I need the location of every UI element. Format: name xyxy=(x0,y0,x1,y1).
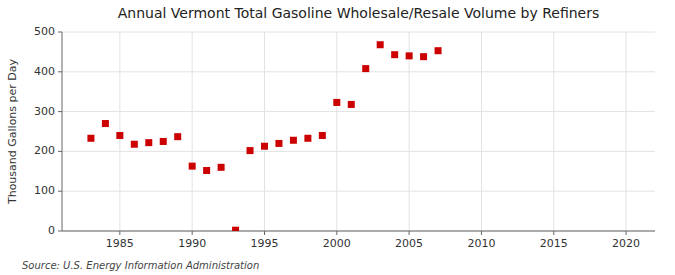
tick-x xyxy=(481,231,482,235)
tick-x xyxy=(336,231,337,235)
point xyxy=(131,141,138,148)
tick-x xyxy=(264,231,265,235)
axes: 0 100 200 300 400 500 1985 1990 1995 2000 2005 2010… xyxy=(34,25,655,250)
point xyxy=(232,227,239,231)
point xyxy=(391,51,398,58)
grid-line-y xyxy=(62,71,655,72)
grid xyxy=(62,32,655,231)
tick-y xyxy=(58,71,62,72)
chart-svg: 0 100 200 300 400 500 1985 1990 1995 2000 2005 2010… xyxy=(0,0,675,275)
tick-x xyxy=(626,231,627,235)
tick-label-x: 2000 xyxy=(323,237,351,250)
grid-line-y xyxy=(62,191,655,192)
grid-line-x xyxy=(626,32,627,231)
y-axis-line xyxy=(62,32,63,231)
point xyxy=(145,139,152,146)
point xyxy=(420,53,427,60)
point xyxy=(247,147,254,154)
point xyxy=(203,167,210,174)
tick-label-x: 2005 xyxy=(395,237,423,250)
tick-label-x: 1985 xyxy=(106,237,134,250)
tick-label-y: 300 xyxy=(34,105,55,118)
tick-x xyxy=(192,231,193,235)
grid-line-x xyxy=(481,32,482,231)
point xyxy=(87,135,94,142)
tick-x xyxy=(409,231,410,235)
tick-label-x: 1990 xyxy=(178,237,206,250)
grid-line-x xyxy=(119,32,120,231)
point xyxy=(275,140,282,147)
tick-y xyxy=(58,151,62,152)
points xyxy=(87,41,441,231)
source-note: Source: U.S. Energy Information Administ… xyxy=(22,260,259,271)
grid-line-x xyxy=(336,32,337,231)
point xyxy=(290,137,297,144)
tick-y xyxy=(58,231,62,232)
point xyxy=(362,65,369,72)
title: Annual Vermont Total Gasoline Wholesale/… xyxy=(118,5,600,21)
point xyxy=(319,132,326,139)
tick-label-y: 400 xyxy=(34,65,55,78)
point xyxy=(348,101,355,108)
grid-line-x xyxy=(409,32,410,231)
point xyxy=(435,47,442,54)
tick-x xyxy=(553,231,554,235)
point xyxy=(261,143,268,150)
point xyxy=(304,135,311,142)
point xyxy=(406,52,413,59)
tick-label-y: 0 xyxy=(48,224,55,237)
tick-label-x: 1995 xyxy=(250,237,278,250)
chart-container: 0 100 200 300 400 500 1985 1990 1995 2000 2005 2010… xyxy=(0,0,675,275)
tick-label-y: 500 xyxy=(34,25,55,38)
point xyxy=(160,138,167,145)
grid-line-y xyxy=(62,32,655,33)
point xyxy=(189,163,196,170)
tick-label-x: 2010 xyxy=(467,237,495,250)
point xyxy=(116,132,123,139)
tick-label-x: 2015 xyxy=(540,237,568,250)
tick-y xyxy=(58,191,62,192)
point xyxy=(218,164,225,171)
grid-line-x xyxy=(553,32,554,231)
x-axis-line xyxy=(62,231,655,232)
grid-line-y xyxy=(62,231,655,232)
tick-y xyxy=(58,32,62,33)
tick-label-y: 100 xyxy=(34,184,55,197)
point xyxy=(102,120,109,127)
tick-x xyxy=(119,231,120,235)
grid-line-y xyxy=(62,111,655,112)
tick-y xyxy=(58,111,62,112)
grid-line-y xyxy=(62,151,655,152)
y-axis-label: Thousand Gallons per Day xyxy=(6,58,19,205)
point xyxy=(174,133,181,140)
tick-label-y: 200 xyxy=(34,144,55,157)
point xyxy=(377,41,384,48)
point xyxy=(333,99,340,106)
tick-label-x: 2020 xyxy=(612,237,640,250)
grid-line-x xyxy=(264,32,265,231)
grid-line-x xyxy=(192,32,193,231)
